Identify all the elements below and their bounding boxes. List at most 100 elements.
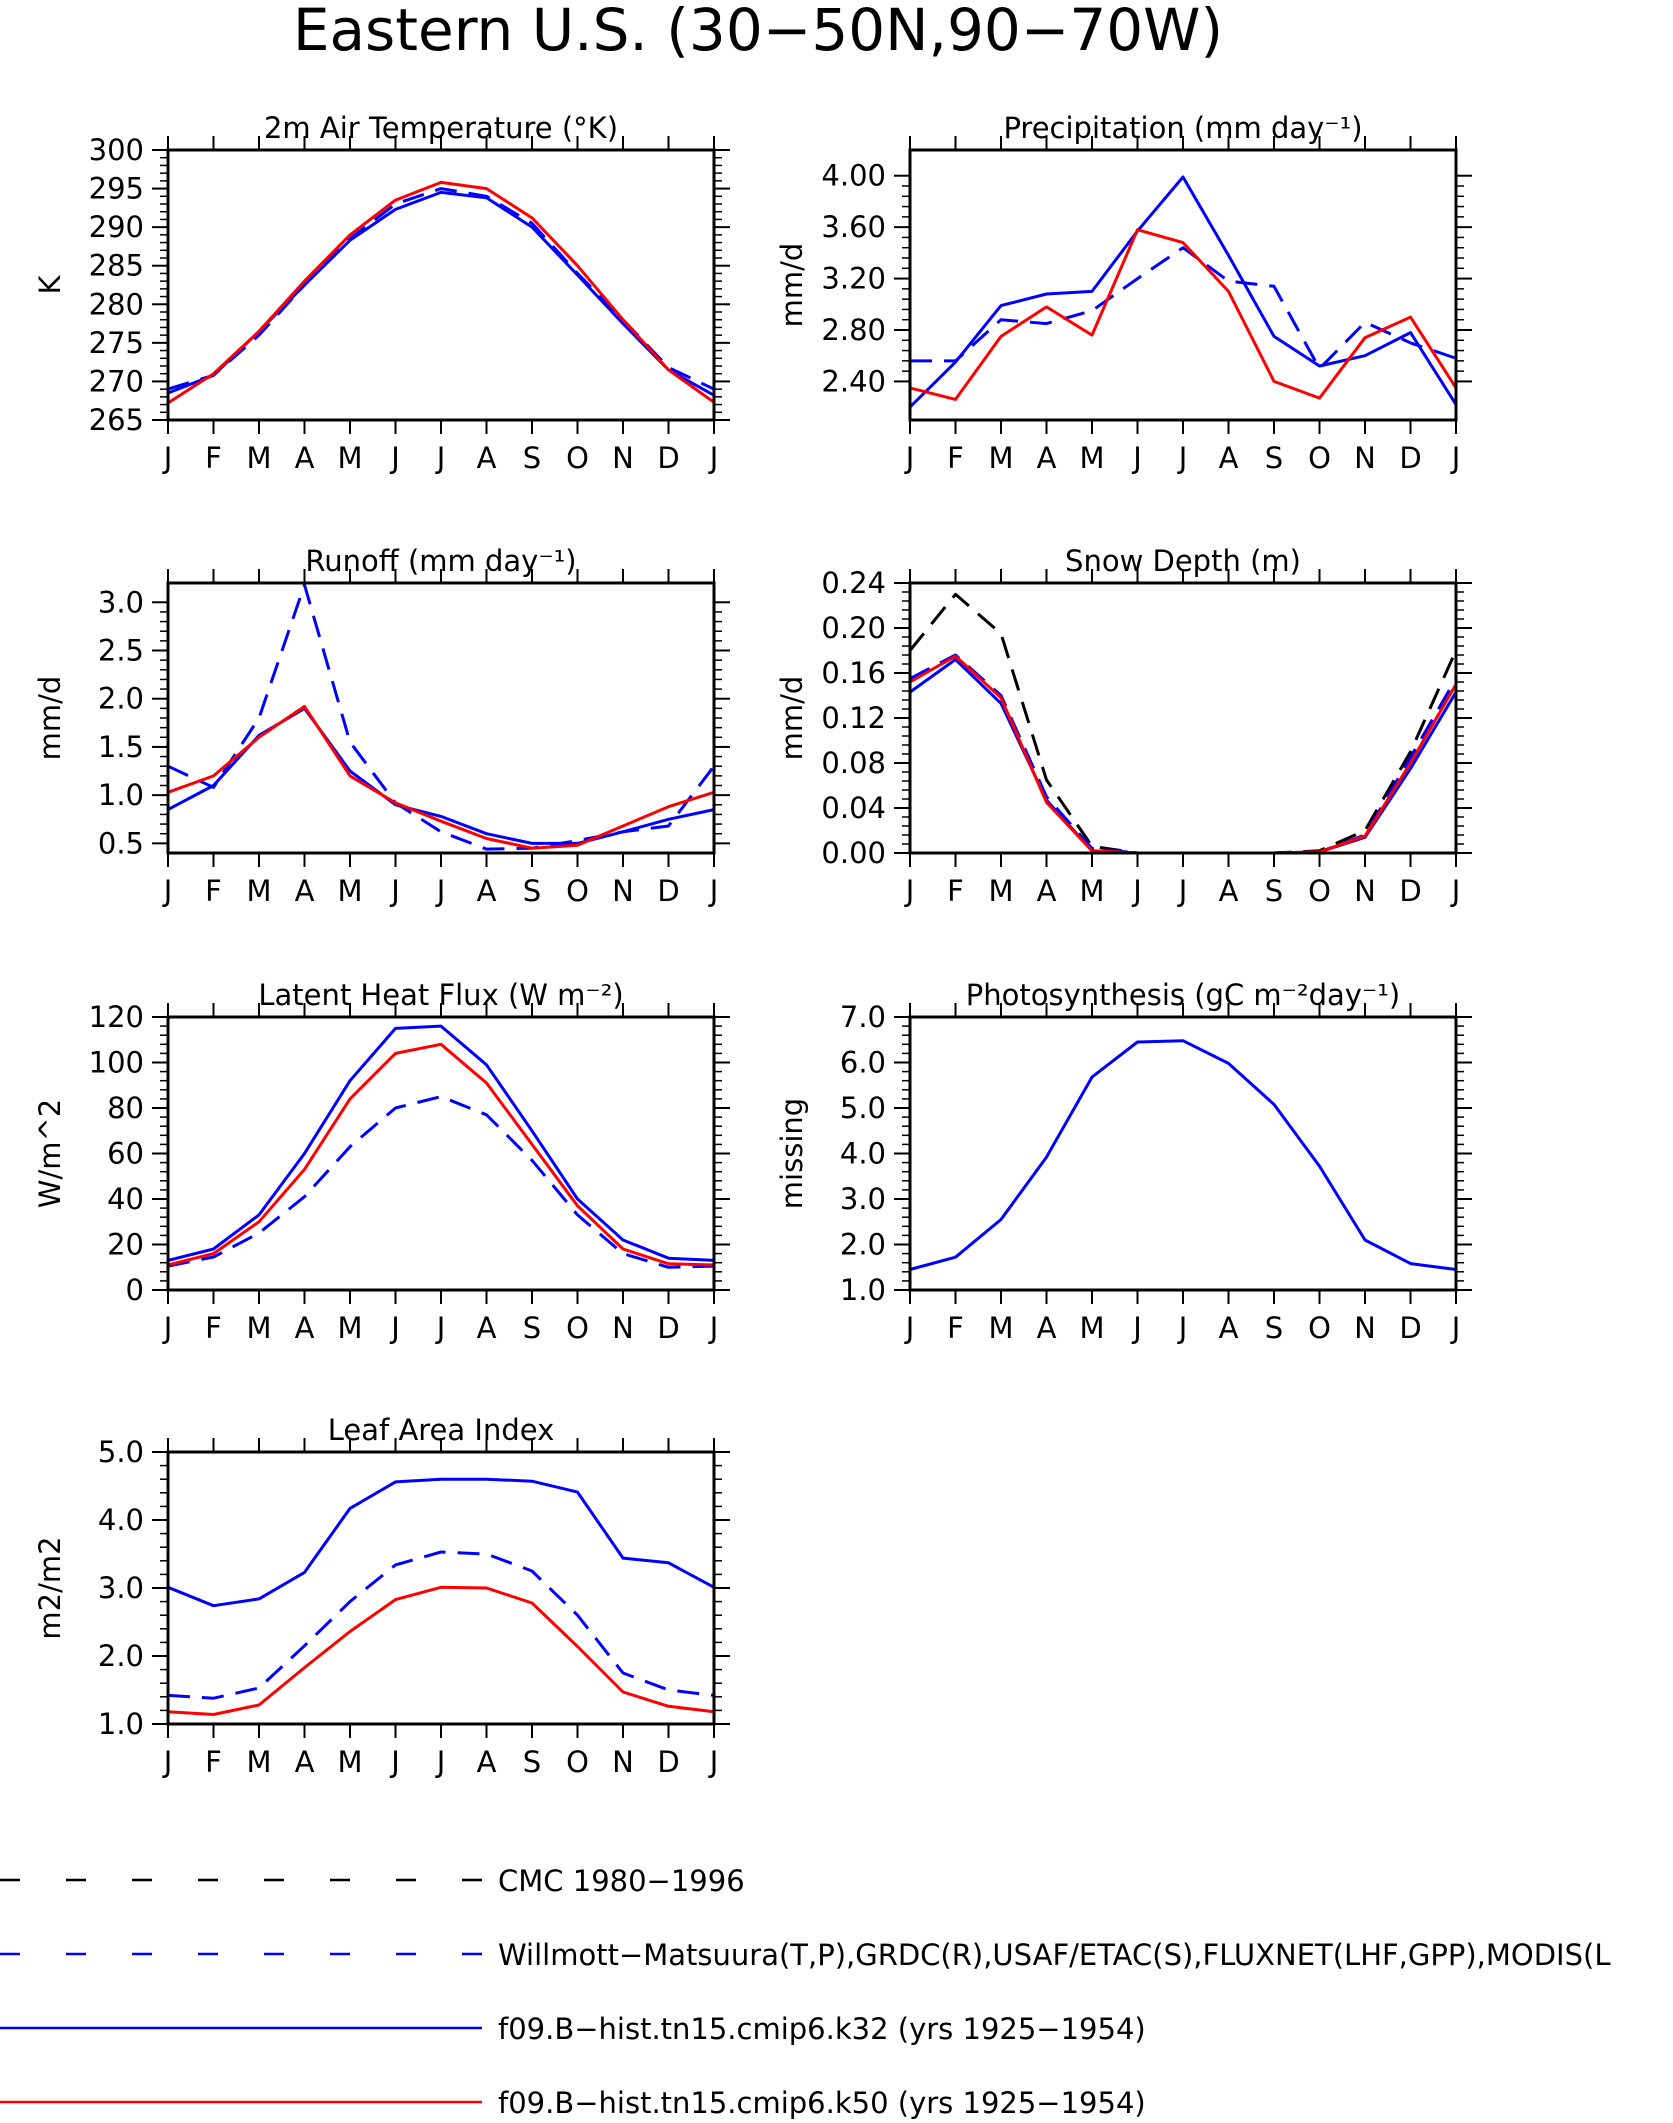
series-line-1 bbox=[909, 1039, 1457, 1271]
y-tick-label: 280 bbox=[89, 287, 144, 321]
y-tick-label: 285 bbox=[89, 249, 144, 283]
y-tick-label: 3.0 bbox=[98, 1571, 144, 1605]
x-tick-label: F bbox=[205, 1745, 222, 1779]
x-tick-label: J bbox=[389, 441, 400, 475]
panels: 2m Air Temperature (°K)K2652702752802852… bbox=[33, 111, 1472, 1779]
x-tick-label: S bbox=[1265, 874, 1283, 908]
x-tick-label: D bbox=[657, 1311, 679, 1345]
x-tick-label: M bbox=[1079, 1311, 1104, 1345]
x-tick-label: M bbox=[246, 874, 271, 908]
y-axis-label: mm/d bbox=[775, 243, 809, 328]
x-tick-label: J bbox=[162, 1745, 173, 1779]
y-tick-label: 5.0 bbox=[98, 1435, 144, 1469]
x-tick-label: J bbox=[708, 441, 719, 475]
x-tick-label: N bbox=[1354, 441, 1376, 475]
y-tick-label: 100 bbox=[89, 1046, 144, 1080]
x-tick-label: J bbox=[1131, 441, 1142, 475]
x-tick-label: D bbox=[657, 1745, 679, 1779]
y-tick-label: 300 bbox=[89, 133, 144, 167]
x-tick-label: J bbox=[904, 441, 915, 475]
y-tick-label: 4.00 bbox=[821, 159, 886, 193]
x-tick-label: J bbox=[389, 1311, 400, 1345]
x-tick-label: N bbox=[612, 1311, 634, 1345]
figure-title: Eastern U.S. (30−50N,90−70W) bbox=[293, 0, 1223, 64]
x-tick-label: J bbox=[1177, 441, 1188, 475]
x-tick-label: O bbox=[1308, 1311, 1331, 1345]
panel-2: Precipitation (mm day⁻¹)mm/d2.402.803.20… bbox=[775, 111, 1472, 475]
x-tick-label: A bbox=[1037, 874, 1057, 908]
x-tick-label: J bbox=[904, 874, 915, 908]
y-tick-label: 20 bbox=[107, 1228, 144, 1262]
x-tick-label: J bbox=[708, 1311, 719, 1345]
y-tick-label: 0.16 bbox=[821, 656, 886, 690]
x-tick-label: M bbox=[337, 874, 362, 908]
panel-3: Runoff (mm day⁻¹)mm/d0.51.01.52.02.53.0J… bbox=[33, 544, 730, 908]
series-line-3 bbox=[167, 704, 715, 850]
y-tick-label: 2.0 bbox=[98, 682, 144, 716]
y-tick-label: 295 bbox=[89, 172, 144, 206]
x-tick-label: F bbox=[205, 874, 222, 908]
x-tick-label: J bbox=[389, 1745, 400, 1779]
y-tick-label: 3.60 bbox=[821, 210, 886, 244]
x-tick-label: N bbox=[612, 1745, 634, 1779]
x-tick-label: A bbox=[295, 874, 315, 908]
panel-1: 2m Air Temperature (°K)K2652702752802852… bbox=[33, 111, 730, 475]
x-tick-label: J bbox=[708, 1745, 719, 1779]
y-tick-label: 2.0 bbox=[840, 1228, 886, 1262]
x-tick-label: J bbox=[435, 1311, 446, 1345]
series-line-2 bbox=[167, 190, 715, 397]
series-line-4 bbox=[909, 654, 1458, 855]
y-axis-label: K bbox=[33, 275, 67, 295]
y-tick-label: 0.24 bbox=[821, 566, 886, 600]
x-tick-label: D bbox=[1399, 441, 1421, 475]
y-axis-label: W/m^2 bbox=[33, 1099, 67, 1208]
x-tick-label: N bbox=[1354, 874, 1376, 908]
y-axis-label: missing bbox=[775, 1098, 809, 1209]
x-tick-label: A bbox=[1219, 1311, 1239, 1345]
x-tick-label: J bbox=[162, 874, 173, 908]
x-tick-label: F bbox=[205, 1311, 222, 1345]
x-tick-label: O bbox=[1308, 441, 1331, 475]
legend: CMC 1980−1996 Willmott−Matsuura(T,P),GRDC… bbox=[0, 1864, 1611, 2120]
x-tick-label: F bbox=[947, 874, 964, 908]
x-tick-label: A bbox=[1037, 441, 1057, 475]
x-tick-label: J bbox=[162, 441, 173, 475]
x-tick-label: A bbox=[477, 1311, 497, 1345]
series-line-1 bbox=[167, 187, 715, 391]
series-line-3 bbox=[167, 1585, 715, 1716]
y-tick-label: 270 bbox=[89, 364, 144, 398]
plot-frame bbox=[166, 1015, 716, 1292]
plot-frame bbox=[166, 581, 716, 855]
y-tick-label: 60 bbox=[107, 1137, 144, 1171]
x-tick-label: M bbox=[1079, 441, 1104, 475]
x-tick-label: A bbox=[295, 441, 315, 475]
series-line-1 bbox=[167, 583, 716, 851]
x-tick-label: F bbox=[205, 441, 222, 475]
y-tick-label: 0 bbox=[126, 1273, 144, 1307]
y-tick-label: 2.40 bbox=[821, 364, 886, 398]
y-tick-label: 290 bbox=[89, 210, 144, 244]
y-tick-label: 265 bbox=[89, 403, 144, 437]
plot-frame bbox=[166, 1450, 716, 1726]
x-tick-label: D bbox=[657, 441, 679, 475]
x-tick-label: M bbox=[246, 1311, 271, 1345]
y-tick-label: 3.20 bbox=[821, 262, 886, 296]
y-tick-label: 1.5 bbox=[98, 730, 144, 764]
x-tick-label: F bbox=[947, 1311, 964, 1345]
plot-frame bbox=[908, 148, 1458, 422]
x-tick-label: A bbox=[477, 1745, 497, 1779]
panel-4: Snow Depth (m)mm/d0.000.040.080.120.160.… bbox=[775, 544, 1472, 908]
x-tick-label: J bbox=[1177, 874, 1188, 908]
x-tick-label: O bbox=[566, 1745, 589, 1779]
x-tick-label: M bbox=[988, 441, 1013, 475]
panel-5: Latent Heat Flux (W m⁻²)W/m^202040608010… bbox=[33, 978, 730, 1345]
legend-label-4: f09.B−hist.tn15.cmip6.k50 (yrs 1925−1954… bbox=[498, 2086, 1146, 2120]
x-tick-label: F bbox=[947, 441, 964, 475]
legend-label-3: f09.B−hist.tn15.cmip6.k32 (yrs 1925−1954… bbox=[498, 2012, 1146, 2046]
y-tick-label: 5.0 bbox=[840, 1091, 886, 1125]
y-tick-label: 1.0 bbox=[98, 778, 144, 812]
x-tick-label: J bbox=[1450, 441, 1461, 475]
y-tick-label: 40 bbox=[107, 1182, 144, 1216]
y-tick-label: 6.0 bbox=[840, 1046, 886, 1080]
x-tick-label: O bbox=[566, 441, 589, 475]
